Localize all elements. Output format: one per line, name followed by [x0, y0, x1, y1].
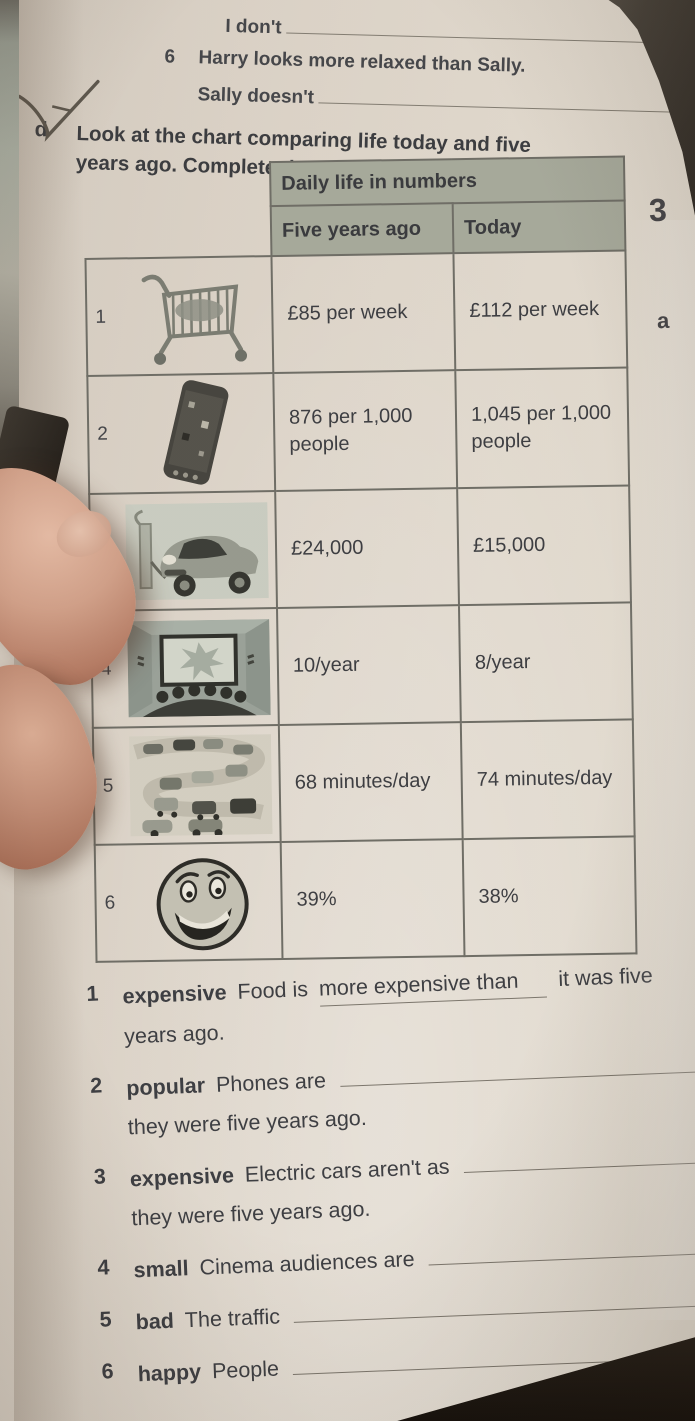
sentence-3: 3 expensive Electric cars aren't as they… — [93, 1139, 695, 1237]
table-title: Daily life in numbers — [269, 156, 625, 207]
prompt-word: small — [133, 1256, 190, 1283]
column-header-today: Today — [452, 200, 626, 254]
sentence-number: 5 — [99, 1307, 113, 1332]
table-row: 4 — [91, 602, 633, 728]
sentence-stem: I don't — [225, 15, 282, 39]
margin-fragment-number: 3 — [648, 191, 668, 229]
item-sentence: Harry looks more relaxed than Sally. — [198, 47, 526, 77]
prompt-word: bad — [135, 1308, 175, 1335]
row-number: 6 — [104, 892, 116, 914]
book-page-edges — [0, 0, 19, 470]
cinema-screen-icon — [122, 618, 275, 717]
daily-life-table: Daily life in numbers Five years ago Tod… — [83, 155, 637, 962]
prompt-word: popular — [125, 1073, 206, 1101]
answer-blank — [318, 82, 684, 113]
sentence-number: 3 — [93, 1164, 107, 1189]
electric-car-icon — [120, 501, 273, 600]
row-number: 1 — [95, 306, 107, 328]
sentence-stem: Sally doesn't — [197, 84, 315, 109]
table-row: 5 — [92, 719, 635, 845]
answer-blank — [462, 1139, 695, 1173]
traffic-jam-icon — [124, 733, 278, 836]
answer-blank — [293, 1282, 695, 1323]
gap-fill-line-6: Sally doesn't . — [197, 79, 694, 119]
answer-blank — [286, 12, 686, 44]
sentence-number: 6 — [101, 1359, 115, 1384]
margin-fragment-letter: a — [656, 307, 670, 334]
column-header-five-years-ago: Five years ago — [270, 203, 454, 257]
table-row: 2 — [87, 367, 630, 494]
table-row: 3 — [89, 485, 631, 611]
sentence-number: 2 — [89, 1073, 103, 1098]
prompt-word: expensive — [122, 980, 227, 1009]
sentence-4: 4 small Cinema audiences are — [97, 1230, 695, 1289]
pencil-checkmark-icon — [17, 79, 100, 142]
item-number: 6 — [164, 46, 176, 68]
sentence-2: 2 popular Phones are they were five year… — [90, 1048, 695, 1146]
sentence-number: 4 — [96, 1255, 110, 1280]
happy-face-icon — [126, 848, 280, 956]
example-answer: more expensive than — [318, 963, 548, 1007]
row-number: 5 — [102, 775, 114, 797]
daily-life-table-wrap: Daily life in numbers Five years ago Tod… — [83, 155, 637, 962]
answer-blank — [427, 1230, 695, 1266]
answer-blank — [339, 1048, 695, 1087]
row-number: 2 — [97, 423, 108, 445]
sentence-1: 1 expensive Food is more expensive than … — [86, 956, 695, 1055]
shopping-trolley-icon — [117, 265, 271, 367]
prompt-word: happy — [137, 1359, 202, 1387]
sentence-number: 1 — [86, 981, 99, 1006]
prompt-word: expensive — [129, 1163, 235, 1192]
previous-exercise-block: I don't . 6 Harry looks more relaxed tha… — [0, 0, 695, 195]
smartphone-icon — [118, 378, 272, 488]
exercise-item-6: 6 Harry looks more relaxed than Sally. S… — [163, 46, 694, 119]
table-row: 6 — [94, 836, 637, 962]
sentences-block: 1 expensive Food is more expensive than … — [86, 956, 695, 1412]
sentence-5: 5 bad The traffic — [99, 1282, 695, 1341]
table-row: 1 £8 — [85, 250, 628, 376]
gap-fill-line-prev: I don't . — [225, 11, 695, 50]
